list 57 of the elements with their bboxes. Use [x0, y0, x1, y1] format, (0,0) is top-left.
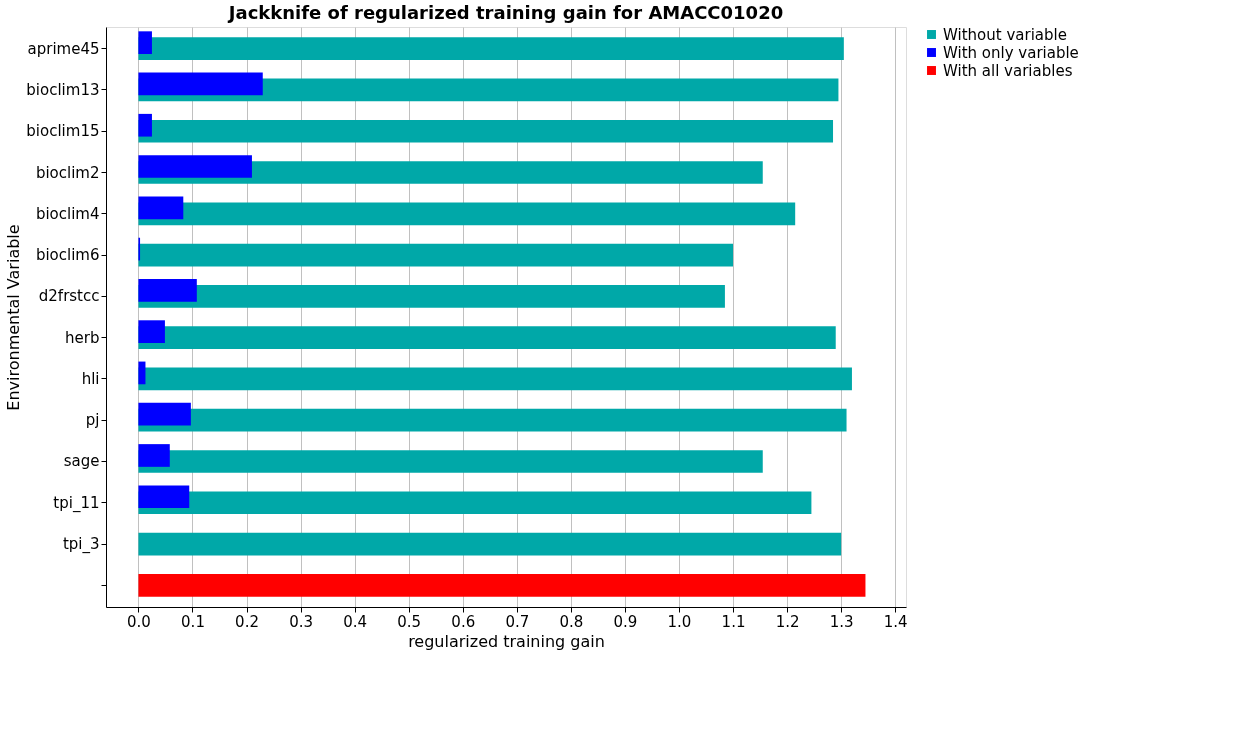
- x-tick-label: 1.4: [883, 612, 908, 631]
- x-tick-label: 1.2: [775, 612, 800, 631]
- bar: [138, 326, 836, 349]
- bar: [138, 485, 190, 509]
- y-tick-label: pj: [85, 411, 100, 430]
- x-axis-title: regularized training gain: [408, 631, 605, 651]
- y-tick-label: bioclim15: [26, 122, 100, 141]
- y-tick-label: bioclim2: [35, 163, 100, 182]
- y-tick-label: bioclim13: [26, 80, 100, 99]
- chart-title: Jackknife of regularized training gain for AMACC01020: [226, 2, 784, 23]
- bar: [138, 320, 165, 343]
- y-axis-title: Environmental Variable: [4, 224, 24, 411]
- y-tick-label: aprime45: [27, 39, 100, 58]
- x-tick-label: 0.7: [505, 612, 530, 631]
- x-tick-label: 0.4: [343, 612, 368, 631]
- legend-label: With only variable: [943, 43, 1079, 62]
- bar: [138, 196, 184, 220]
- y-tick-label: tpi_3: [62, 535, 100, 555]
- x-tick-label: 1.3: [829, 612, 854, 631]
- bar: [138, 31, 152, 55]
- x-tick-label: 1.1: [721, 612, 746, 631]
- y-tick-label: tpi_11: [53, 493, 100, 513]
- bar: [138, 155, 252, 178]
- y-tick-label: bioclim4: [35, 204, 100, 223]
- x-tick-label: 0.8: [559, 612, 584, 631]
- bar: [138, 402, 191, 426]
- bar: [138, 37, 844, 61]
- bar: [138, 367, 852, 391]
- bar: [138, 72, 263, 96]
- bar: [138, 532, 842, 556]
- y-tick-label: herb: [65, 328, 100, 347]
- x-tick-label: 0.0: [127, 612, 151, 631]
- x-tick-label: 1.0: [667, 612, 692, 631]
- y-tick-label: bioclim6: [35, 246, 100, 265]
- bar: [138, 279, 197, 302]
- x-tick-label: 0.1: [181, 612, 205, 631]
- y-tick-label: sage: [63, 452, 100, 471]
- x-tick-label: 0.3: [289, 612, 314, 631]
- bar: [138, 408, 847, 432]
- legend-label: Without variable: [943, 25, 1067, 44]
- bar: [138, 450, 763, 473]
- bar: [138, 119, 834, 143]
- x-tick-label: 0.6: [451, 612, 476, 631]
- bar: [138, 491, 812, 515]
- bar: [138, 444, 170, 467]
- bar: [138, 202, 796, 226]
- bar: [138, 573, 866, 597]
- bar: [138, 285, 725, 308]
- x-tick-label: 0.5: [397, 612, 422, 631]
- legend-label: With all variables: [943, 61, 1073, 80]
- y-tick-label: hli: [81, 369, 100, 388]
- bar: [138, 113, 152, 137]
- x-tick-label: 0.9: [613, 612, 638, 631]
- bar: [138, 361, 146, 385]
- x-tick-label: 0.2: [235, 612, 259, 631]
- bar: [138, 243, 734, 267]
- y-tick-label: d2frstcc: [38, 287, 100, 306]
